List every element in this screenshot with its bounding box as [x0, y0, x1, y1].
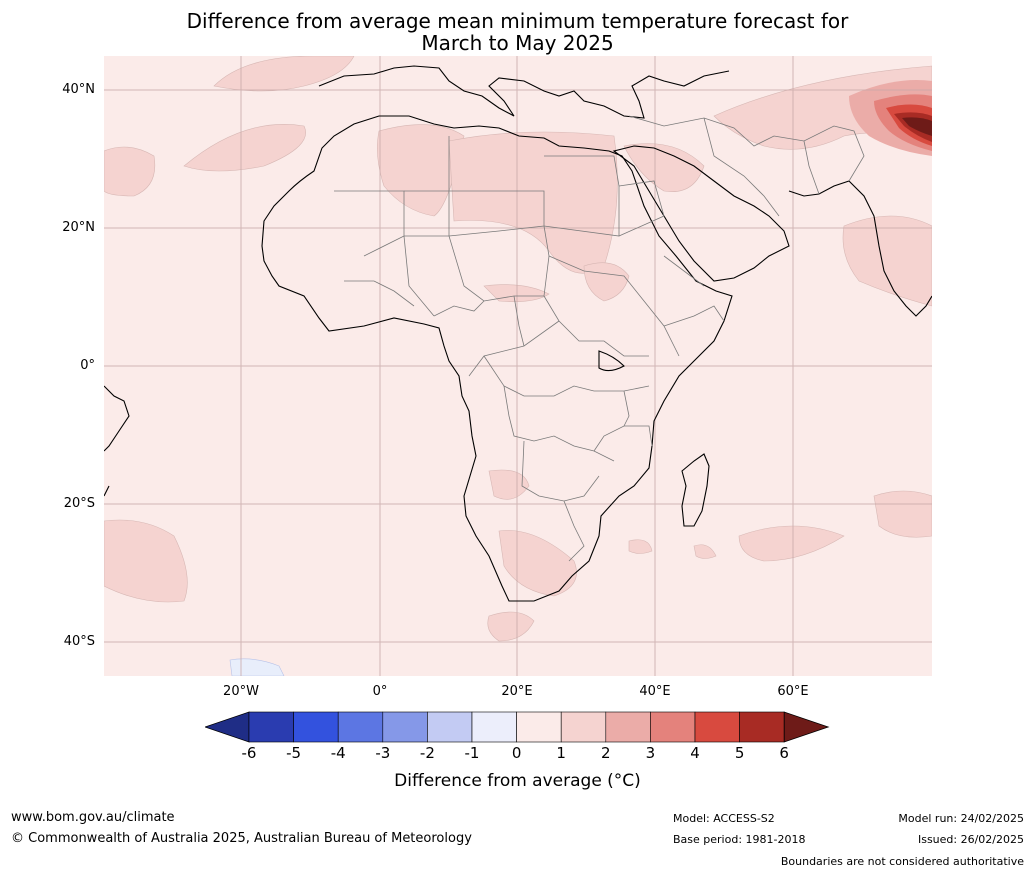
colorbar-tick-label: 5	[734, 744, 745, 762]
lon-label-0: 0°	[372, 684, 388, 699]
colorbar-segment	[337, 711, 384, 743]
colorbar-tick-label: -3	[375, 744, 391, 762]
lat-label-40s: 40°S	[63, 634, 95, 649]
lat-label-0: 0°	[80, 358, 95, 373]
gridlines	[104, 56, 932, 676]
map-title-line2: March to May 2025	[421, 31, 614, 55]
colorbar-segment	[427, 711, 473, 743]
colorbar-segment	[382, 711, 428, 743]
lon-label-20e: 20°E	[501, 684, 533, 699]
colorbar-segment	[605, 711, 651, 743]
map-title: Difference from average mean minimum tem…	[0, 10, 1035, 54]
colorbar-extend-high	[783, 711, 830, 743]
lat-label-20n: 20°N	[62, 220, 95, 235]
lon-label-20w: 20°W	[223, 684, 259, 699]
colorbar-tick-label: 1	[556, 744, 566, 762]
colorbar-tick-label: -4	[330, 744, 346, 762]
colorbar-label: Difference from average (°C)	[394, 771, 641, 791]
coastlines	[104, 65, 932, 602]
colorbar-tick-label: -2	[419, 744, 435, 762]
colorbar-tick-label: 4	[690, 744, 700, 762]
lat-label-20s: 20°S	[63, 496, 95, 511]
colorbar-tick-label: 2	[601, 744, 611, 762]
colorbar-segment	[694, 711, 740, 743]
colorbar-tick-label: 3	[645, 744, 656, 762]
colorbar	[205, 711, 830, 743]
colorbar-segment	[516, 711, 562, 743]
country-borders	[334, 115, 865, 562]
colorbar-extend-low	[205, 711, 250, 743]
colorbar-segment	[560, 711, 607, 743]
footer-copyright: © Commonwealth of Australia 2025, Austra…	[11, 831, 472, 846]
footer-issued: Issued: 26/02/2025	[917, 833, 1024, 846]
colorbar-segment	[650, 711, 696, 743]
anomaly-map	[104, 56, 932, 676]
colorbar-tick-label: -5	[286, 744, 302, 762]
colorbar-segment	[471, 711, 517, 743]
lon-label-40e: 40°E	[639, 684, 671, 699]
lat-label-40n: 40°N	[62, 82, 95, 97]
colorbar-tick-label: 6	[779, 744, 789, 762]
colorbar-tick-label: -6	[241, 744, 257, 762]
map-title-line1: Difference from average mean minimum tem…	[186, 9, 849, 33]
colorbar-tick-label: -1	[464, 744, 480, 762]
colorbar-segment	[293, 711, 339, 743]
lon-label-60e: 60°E	[777, 684, 809, 699]
colorbar-segment	[248, 711, 294, 743]
footer-website: www.bom.gov.au/climate	[11, 810, 175, 825]
anomaly-hotspot	[849, 80, 932, 156]
footer-model-run: Model run: 24/02/2025	[898, 812, 1024, 825]
footer-base-period: Base period: 1981-2018	[673, 833, 806, 846]
colorbar-segment	[739, 711, 785, 743]
footer-model: Model: ACCESS-S2	[673, 812, 775, 825]
footer-boundaries: Boundaries are not considered authoritat…	[780, 855, 1024, 868]
negative-anomaly-patch	[229, 658, 285, 676]
colorbar-tick-label: 0	[511, 744, 522, 762]
